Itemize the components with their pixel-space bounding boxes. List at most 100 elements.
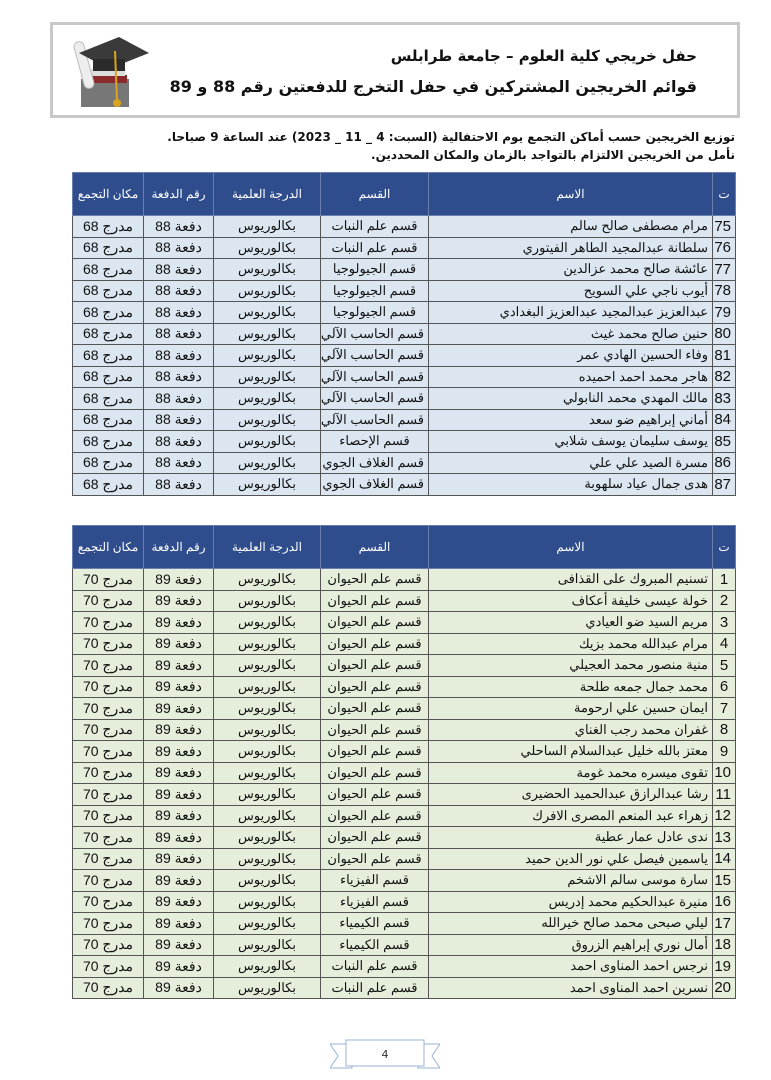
batch: دفعة 89 <box>143 783 214 806</box>
assembly-location: مدرج 70 <box>72 847 144 870</box>
department: قسم الحاسب الآلي <box>320 408 429 431</box>
degree: بكالوريوس <box>213 408 321 431</box>
department: قسم الجيولوجيا <box>320 301 429 324</box>
degree: بكالوريوس <box>213 826 321 849</box>
batch: دفعة 88 <box>143 258 214 281</box>
table-row: 15 سارة موسى سالم الاشخم قسم الفيزياء بكالو… <box>72 869 736 892</box>
table-row: 3 مريم السيد ضو العيادي قسم علم الحيوان بكا… <box>72 611 736 634</box>
table-row: 86 مسرة الصيد علي علي قسم الغلاف الجوي بكال… <box>72 451 736 474</box>
batch: دفعة 89 <box>143 912 214 935</box>
table-row: 83 مالك المهدي محمد النابولي قسم الحاسب ال… <box>72 387 736 410</box>
degree: بكالوريوس <box>213 589 321 612</box>
batch: دفعة 88 <box>143 301 214 324</box>
batch: دفعة 89 <box>143 804 214 827</box>
graduate-name: مرام عبدالله محمد بزيك <box>428 632 713 655</box>
department: قسم علم الحيوان <box>320 761 429 784</box>
batch: دفعة 89 <box>143 955 214 978</box>
table-row: 84 أماني إبراهيم ضو سعد قسم الحاسب الآلي بك… <box>72 408 736 431</box>
assembly-location: مدرج 70 <box>72 568 144 591</box>
degree: بكالوريوس <box>213 632 321 655</box>
department: قسم علم الحيوان <box>320 654 429 677</box>
degree: بكالوريوس <box>213 955 321 978</box>
table-row: 9 معتز بالله خليل عبدالسلام الساحلي قسم عل… <box>72 740 736 763</box>
assembly-location: مدرج 70 <box>72 976 144 999</box>
row-number: 16 <box>712 890 736 913</box>
batch: دفعة 88 <box>143 322 214 345</box>
batch: دفعة 89 <box>143 761 214 784</box>
col-header-department: القسم <box>320 172 429 216</box>
row-number: 87 <box>712 473 736 496</box>
assembly-location: مدرج 70 <box>72 955 144 978</box>
col-header-location: مكان التجمع <box>72 525 144 569</box>
col-header-degree: الدرجة العلمية <box>213 525 321 569</box>
row-number: 75 <box>712 215 736 238</box>
department: قسم الحاسب الآلي <box>320 344 429 367</box>
assembly-location: مدرج 68 <box>72 258 144 281</box>
row-number: 82 <box>712 365 736 388</box>
col-header-batch: رقم الدفعة <box>143 172 214 216</box>
row-number: 20 <box>712 976 736 999</box>
table-row: 79 عبدالعزيز عبدالمجيد عبدالعزيز البغدادي… <box>72 301 736 324</box>
department: قسم الجيولوجيا <box>320 258 429 281</box>
department: قسم علم الحيوان <box>320 847 429 870</box>
graduate-name: أماني إبراهيم ضو سعد <box>428 408 713 431</box>
row-number: 10 <box>712 761 736 784</box>
row-number: 83 <box>712 387 736 410</box>
graduate-name: نسرين احمد المناوى احمد <box>428 976 713 999</box>
table-row: 19 نرجس احمد المناوى احمد قسم علم النبات بك… <box>72 955 736 978</box>
batch: دفعة 89 <box>143 847 214 870</box>
row-number: 19 <box>712 955 736 978</box>
department: قسم الغلاف الجوي <box>320 451 429 474</box>
assembly-location: مدرج 68 <box>72 236 144 259</box>
table-row: 11 رشا عبدالرازق عبدالحميد الحضيرى قسم علم… <box>72 783 736 806</box>
degree: بكالوريوس <box>213 365 321 388</box>
batch: دفعة 89 <box>143 740 214 763</box>
graduate-name: مالك المهدي محمد النابولي <box>428 387 713 410</box>
assembly-location: مدرج 68 <box>72 451 144 474</box>
degree: بكالوريوس <box>213 387 321 410</box>
department: قسم الحاسب الآلي <box>320 365 429 388</box>
assembly-location: مدرج 70 <box>72 675 144 698</box>
department: قسم علم الحيوان <box>320 697 429 720</box>
col-header-name: الاسم <box>428 525 713 569</box>
col-header-location: مكان التجمع <box>72 172 144 216</box>
batch: دفعة 88 <box>143 279 214 302</box>
graduate-name: معتز بالله خليل عبدالسلام الساحلي <box>428 740 713 763</box>
batch: دفعة 88 <box>143 430 214 453</box>
table-row: 17 ليلي صبحى محمد صالح خيرالله قسم الكيميا… <box>72 912 736 935</box>
table-row: 81 وفاء الحسين الهادي عمر قسم الحاسب الآلي… <box>72 344 736 367</box>
batch: دفعة 88 <box>143 473 214 496</box>
table-header-row: ت الاسم القسم الدرجة العلمية رقم الدفعة … <box>72 525 736 569</box>
row-number: 18 <box>712 933 736 956</box>
department: قسم الغلاف الجوي <box>320 473 429 496</box>
graduate-name: تقوى ميسره محمد غومة <box>428 761 713 784</box>
degree: بكالوريوس <box>213 847 321 870</box>
degree: بكالوريوس <box>213 258 321 281</box>
graduate-name: ياسمين فيصل علي نور الدين حميد <box>428 847 713 870</box>
assembly-location: مدرج 68 <box>72 279 144 302</box>
department: قسم علم الحيوان <box>320 804 429 827</box>
department: قسم الفيزياء <box>320 869 429 892</box>
assembly-location: مدرج 68 <box>72 430 144 453</box>
department: قسم الكيمياء <box>320 933 429 956</box>
row-number: 78 <box>712 279 736 302</box>
row-number: 86 <box>712 451 736 474</box>
row-number: 84 <box>712 408 736 431</box>
row-number: 76 <box>712 236 736 259</box>
department: قسم الفيزياء <box>320 890 429 913</box>
graduate-name: محمد جمال جمعه طلحة <box>428 675 713 698</box>
table-row: 77 عائشة صالح محمد عزالدين قسم الجيولوجيا ب… <box>72 258 736 281</box>
header-box: حفل خريجي كلية العلوم – جامعة طرابلس قوا… <box>50 22 740 118</box>
department: قسم الإحصاء <box>320 430 429 453</box>
assembly-location: مدرج 70 <box>72 783 144 806</box>
graduate-name: عبدالعزيز عبدالمجيد عبدالعزيز البغدادي <box>428 301 713 324</box>
assembly-location: مدرج 70 <box>72 804 144 827</box>
assembly-location: مدرج 70 <box>72 654 144 677</box>
assembly-location: مدرج 70 <box>72 933 144 956</box>
table-row: 4 مرام عبدالله محمد بزيك قسم علم الحيوان بك… <box>72 632 736 655</box>
department: قسم علم الحيوان <box>320 675 429 698</box>
document-title: حفل خريجي كلية العلوم – جامعة طرابلس <box>390 47 697 65</box>
degree: بكالوريوس <box>213 301 321 324</box>
table-row: 87 هدى جمال عياد سلهوبة قسم الغلاف الجوي بك… <box>72 473 736 496</box>
